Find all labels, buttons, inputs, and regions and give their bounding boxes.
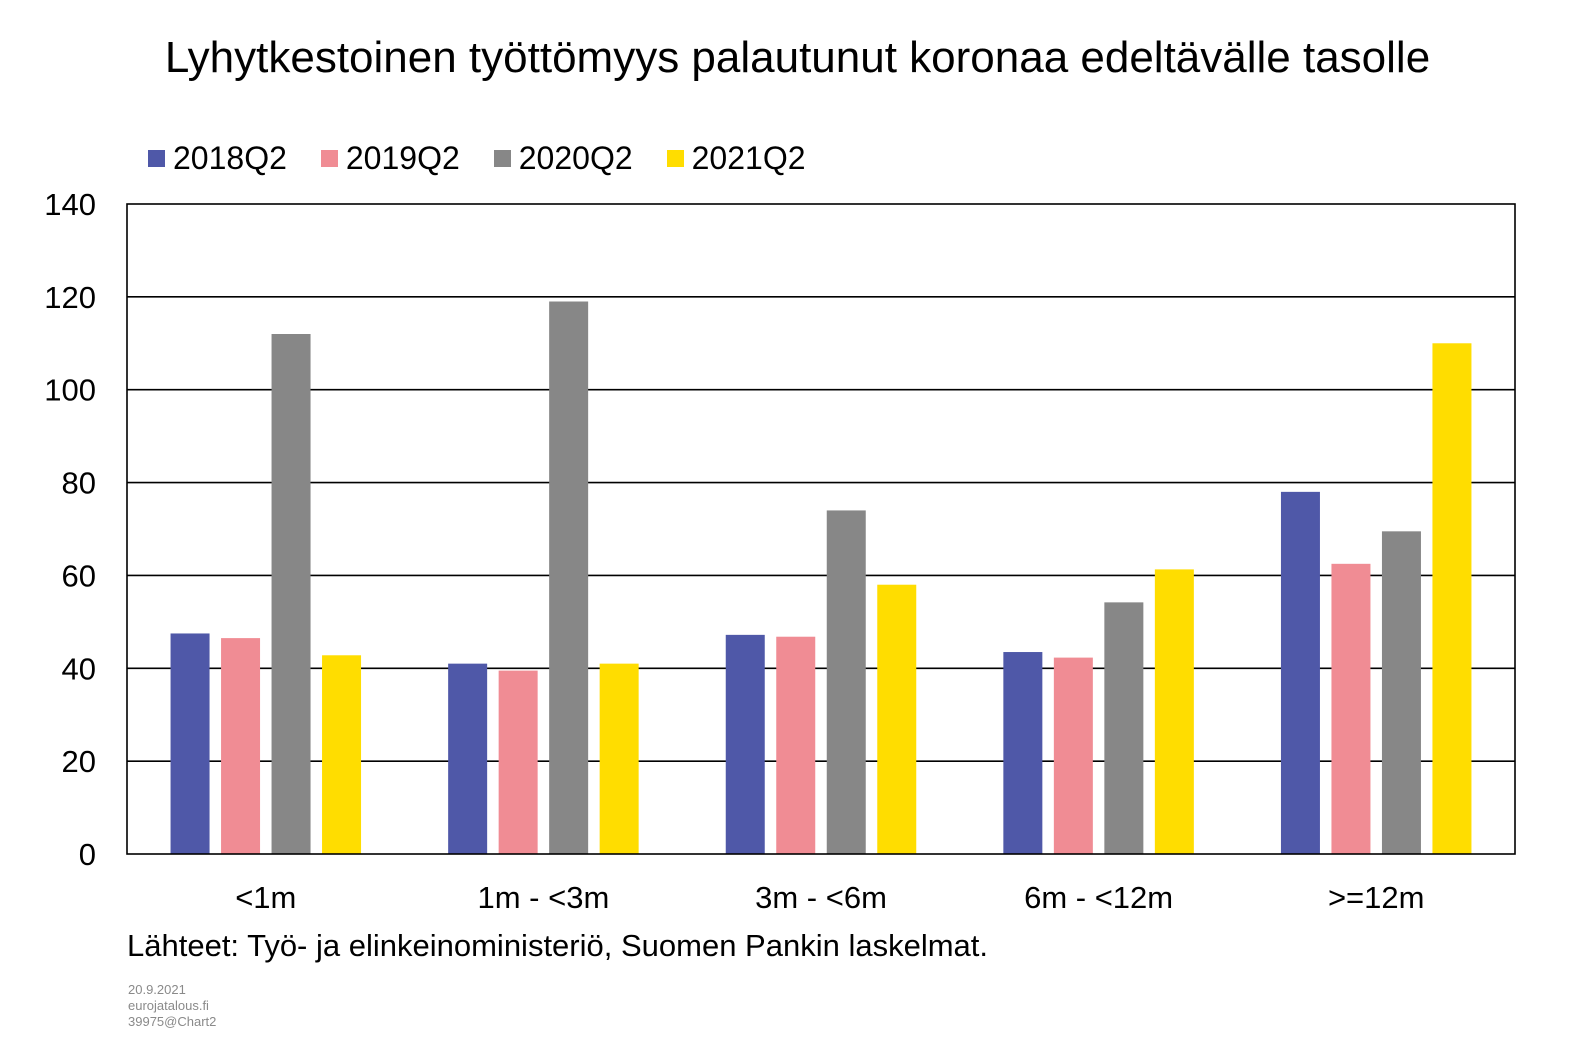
legend-item-2021q2: 2021Q2 [666,139,806,177]
bar-2020q2-2 [826,510,866,854]
x-tick-label-1: 1m - <3m [478,880,610,915]
bar-2020q2-3 [1104,602,1144,854]
bar-2021q2-3 [1154,569,1194,854]
x-tick-label-4: >=12m [1328,880,1425,915]
bar-2020q2-0 [271,334,311,854]
y-tick-label-80: 80 [62,466,96,501]
footer-date: 20.9.2021 [128,982,186,997]
y-tick-label-20: 20 [62,744,96,779]
y-tick-label-140: 140 [44,187,96,222]
x-tick-label-0: <1m [235,880,296,915]
legend-item-2019q2: 2019Q2 [320,139,460,177]
y-tick-label-120: 120 [44,280,96,315]
x-tick-label-2: 3m - <6m [755,880,887,915]
x-tick-label-3: 6m - <12m [1024,880,1173,915]
footer-site: eurojatalous.fi [128,998,209,1013]
bar-2019q2-4 [1331,563,1371,854]
bar-2020q2-1 [549,301,589,854]
bar-2019q2-3 [1053,657,1093,854]
bar-2019q2-0 [221,638,261,854]
legend-swatch-2021q2 [666,149,684,167]
footer-code: 39975@Chart2 [128,1014,217,1029]
legend-item-2020q2: 2020Q2 [493,139,633,177]
bar-chart: 0 20 40 60 80 100 120 140 <1m 1m - <3m 3m - <6m 6m … [44,187,1516,915]
legend-label-2021q2: 2021Q2 [691,139,806,176]
legend-label-2020q2: 2020Q2 [518,139,633,176]
bar-2019q2-2 [776,636,816,854]
bar-2019q2-1 [498,670,538,854]
bar-2021q2-4 [1432,343,1472,854]
legend-swatch-2020q2 [493,149,511,167]
footer-meta: 20.9.2021 eurojatalous.fi 39975@Chart2 [128,982,216,1030]
bar-2018q2-0 [170,633,210,854]
bar-2018q2-2 [725,634,765,854]
bar-2020q2-4 [1381,531,1421,854]
bar-2018q2-1 [448,663,488,854]
bar-2021q2-2 [877,584,917,854]
bar-2018q2-4 [1280,491,1320,854]
plot-border [126,203,1516,855]
legend-swatch-2019q2 [320,149,338,167]
legend-label-2019q2: 2019Q2 [345,139,460,176]
y-tick-label-100: 100 [44,373,96,408]
y-tick-label-0: 0 [79,837,96,872]
legend-swatch-2018q2 [148,149,165,167]
bar-2018q2-3 [1003,652,1043,854]
bar-2021q2-0 [322,655,362,854]
y-tick-label-40: 40 [62,651,96,686]
chart-title: Lyhytkestoinen työttömyys palautunut kor… [164,33,1431,82]
legend-label-2018q2: 2018Q2 [173,139,287,176]
y-tick-label-60: 60 [62,558,96,593]
bar-2021q2-1 [599,663,639,854]
chart-legend: 2018Q2 2019Q2 2020Q2 2021Q2 [148,138,840,178]
legend-item-2018q2: 2018Q2 [148,140,287,177]
source-note: Lähteet: Työ- ja elinkeinoministeriö, Su… [127,928,988,963]
